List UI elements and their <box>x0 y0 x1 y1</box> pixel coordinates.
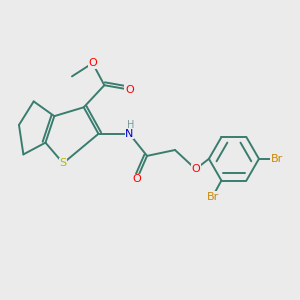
Text: S: S <box>60 158 67 168</box>
Text: O: O <box>88 58 97 68</box>
Text: O: O <box>191 164 200 174</box>
Text: O: O <box>125 85 134 94</box>
Text: N: N <box>125 129 134 139</box>
Text: O: O <box>132 174 141 184</box>
Text: Br: Br <box>206 192 219 202</box>
Text: Br: Br <box>271 154 283 164</box>
Text: H: H <box>127 120 134 130</box>
